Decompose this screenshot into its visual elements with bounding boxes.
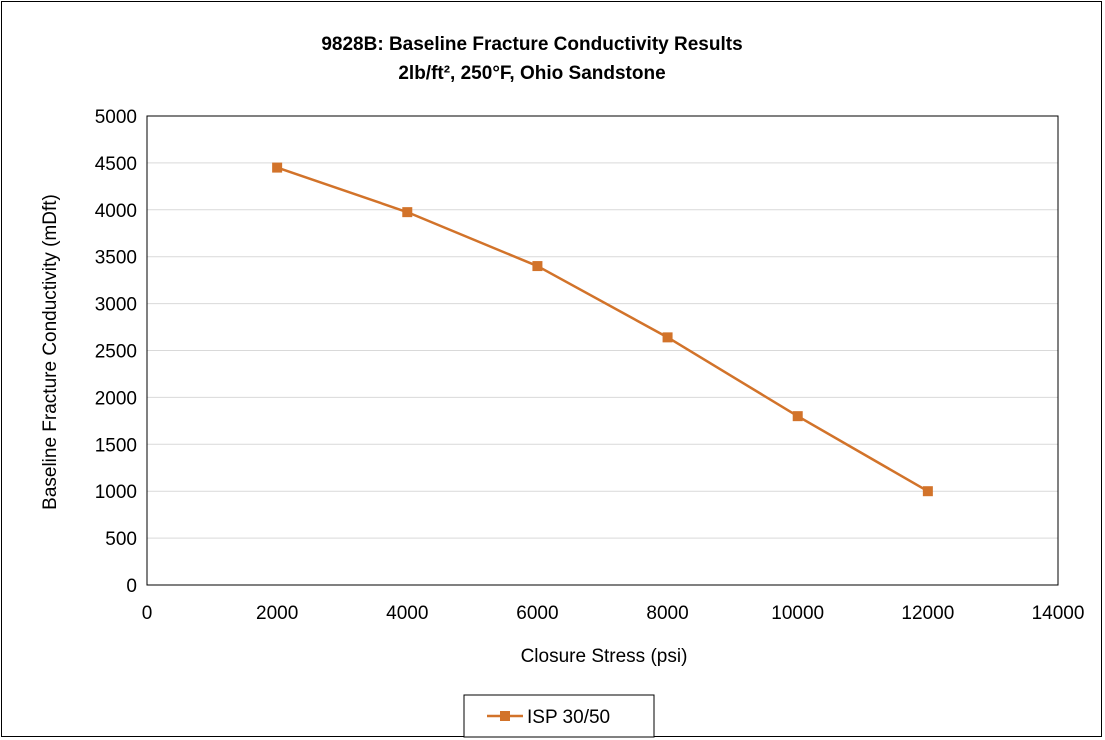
y-tick-label: 4500 bbox=[95, 154, 137, 175]
chart-title: 9828B: Baseline Fracture Conductivity Re… bbox=[321, 34, 742, 55]
y-tick-label: 500 bbox=[105, 529, 137, 550]
y-tick-label: 3000 bbox=[95, 295, 137, 316]
y-tick-label: 0 bbox=[126, 576, 137, 597]
y-tick-label: 1500 bbox=[95, 435, 137, 456]
x-tick-label: 14000 bbox=[1032, 603, 1085, 624]
data-point bbox=[402, 207, 413, 218]
data-point bbox=[662, 332, 673, 343]
gridlines bbox=[147, 162, 1058, 539]
series-line-0 bbox=[276, 166, 929, 493]
y-tick-label: 3500 bbox=[95, 248, 137, 269]
y-tick-label: 5000 bbox=[95, 107, 137, 128]
x-tick-label: 8000 bbox=[646, 603, 688, 624]
legend: ISP 30/50 bbox=[463, 694, 655, 738]
y-axis-ticks: 0 500 1000 1500 2000 2500 3000 3500 4000 4500 5000 bbox=[95, 107, 137, 597]
y-axis-label: Baseline Fracture Conductivity (mDft) bbox=[40, 194, 61, 510]
data-point bbox=[792, 411, 803, 422]
data-point bbox=[272, 162, 283, 173]
y-tick-label: 4000 bbox=[95, 201, 137, 222]
y-tick-label: 2000 bbox=[95, 388, 137, 409]
x-tick-label: 2000 bbox=[256, 603, 298, 624]
y-tick-label: 1000 bbox=[95, 482, 137, 503]
x-axis-ticks: 0 2000 4000 6000 8000 10000 12000 14000 bbox=[142, 603, 1085, 624]
chart-subtitle: 2lb/ft², 250°F, Ohio Sandstone bbox=[398, 63, 665, 84]
data-point bbox=[922, 486, 933, 497]
legend-series-name: ISP 30/50 bbox=[527, 707, 610, 728]
x-tick-label: 12000 bbox=[901, 603, 954, 624]
x-axis-label: Closure Stress (psi) bbox=[521, 646, 688, 667]
data-point bbox=[532, 261, 543, 272]
y-tick-label: 2500 bbox=[95, 342, 137, 363]
legend-series-marker bbox=[500, 711, 510, 721]
series-layer bbox=[272, 162, 933, 497]
x-tick-label: 10000 bbox=[771, 603, 824, 624]
x-tick-label: 4000 bbox=[386, 603, 428, 624]
plot-area bbox=[146, 115, 1059, 586]
x-tick-label: 6000 bbox=[516, 603, 558, 624]
x-tick-label: 0 bbox=[142, 603, 153, 624]
